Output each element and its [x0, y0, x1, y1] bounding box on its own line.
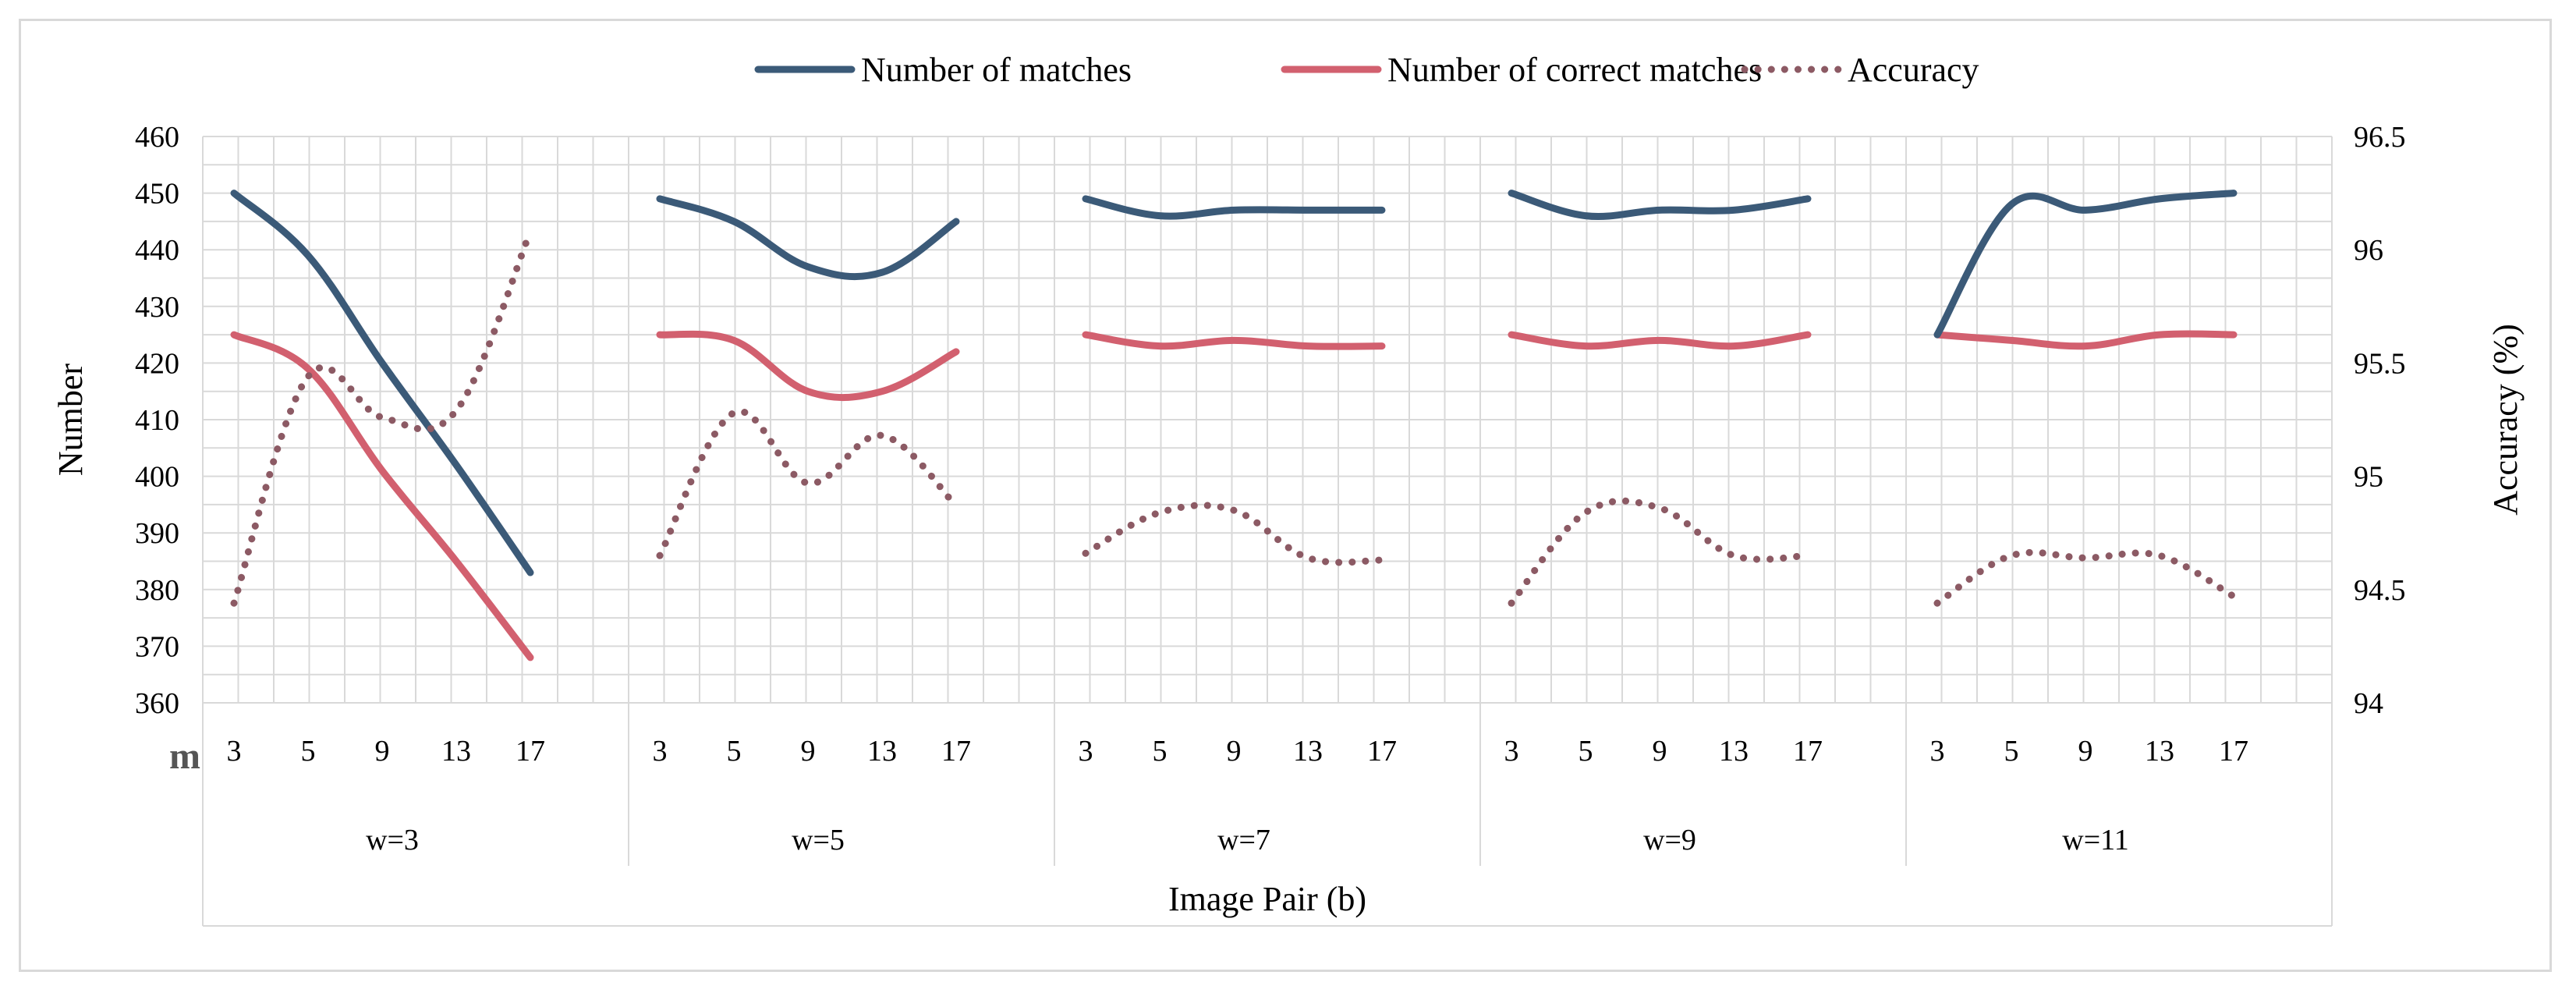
x-tick-label: 17	[2219, 735, 2248, 768]
x-tick-label: 5	[727, 735, 742, 768]
y2-tick-label: 94	[2354, 687, 2383, 720]
group-label: w=7	[1217, 824, 1270, 856]
x-axis-title: Image Pair (b)	[1168, 880, 1366, 918]
x-tick-label: 17	[1367, 735, 1397, 768]
group-label: w=5	[792, 824, 845, 856]
series-line-matches-w=3	[230, 190, 534, 576]
x-tick-label: 5	[1153, 735, 1168, 768]
stray-axis-label: m	[169, 736, 200, 777]
x-tick-label: 3	[653, 735, 668, 768]
y-tick-label: 440	[135, 234, 179, 267]
y2-tick-label: 95.5	[2354, 347, 2406, 380]
x-tick-label: 17	[516, 735, 545, 768]
x-tick-label: 9	[375, 735, 390, 768]
legend-label-correct: Number of correct matches	[1387, 51, 1762, 89]
x-tick-label: 13	[1719, 735, 1749, 768]
x-tick-label: 3	[1079, 735, 1093, 768]
x-tick-label: 3	[1930, 735, 1945, 768]
group-label: w=3	[366, 824, 419, 856]
x-tick-label: 13	[441, 735, 471, 768]
x-tick-label: 13	[867, 735, 897, 768]
series-line-accuracy-w=5	[656, 408, 960, 559]
legend-label-accuracy: Accuracy	[1848, 51, 1979, 89]
series-line-accuracy-w=9	[1508, 497, 1812, 607]
y-tick-label: 400	[135, 461, 179, 494]
series-line-accuracy-w=7	[1082, 502, 1386, 566]
y-tick-label: 390	[135, 517, 179, 550]
x-tick-label: 9	[1227, 735, 1242, 768]
series-line-correct-w=9	[1508, 331, 1812, 350]
y-tick-label: 420	[135, 347, 179, 380]
y2-tick-label: 94.5	[2354, 574, 2406, 607]
series-line-accuracy-w=3	[230, 228, 534, 607]
y-tick-label: 380	[135, 574, 179, 607]
x-tick-label: 3	[1504, 735, 1519, 768]
series-line-correct-w=3	[230, 331, 534, 661]
y-tick-label: 360	[135, 687, 179, 720]
y2-tick-label: 96	[2354, 234, 2383, 267]
x-tick-label: 17	[941, 735, 971, 768]
line-chart: 360 370 380 390 400 410 420 430 440 450 460 94 94.5 9…	[51, 51, 2525, 927]
y-tick-label: 450	[135, 178, 179, 211]
y-tick-label: 410	[135, 404, 179, 437]
x-tick-label: 13	[1293, 735, 1323, 768]
y2-axis-title: Accuracy (%)	[2486, 324, 2525, 516]
series-line-matches-w=11	[1933, 190, 2238, 339]
series-line-accuracy-w=11	[1933, 548, 2238, 607]
y-tick-label: 370	[135, 630, 179, 663]
y-tick-label: 460	[135, 121, 179, 154]
series-line-matches-w=7	[1082, 195, 1386, 220]
x-tick-label: 5	[1579, 735, 1593, 768]
series-line-correct-w=7	[1082, 331, 1386, 350]
legend-label-matches: Number of matches	[861, 51, 1132, 89]
y2-tick-label: 96.5	[2354, 121, 2406, 154]
y-axis-title: Number	[51, 364, 90, 477]
x-tick-label: 9	[801, 735, 816, 768]
series-line-matches-w=9	[1508, 190, 1812, 221]
x-tick-label: 13	[2145, 735, 2174, 768]
series-line-correct-w=11	[1933, 330, 2238, 350]
x-tick-label: 9	[2078, 735, 2093, 768]
x-tick-label: 3	[227, 735, 242, 768]
y2-tick-label: 95	[2354, 461, 2383, 494]
chart-frame: 360 370 380 390 400 410 420 430 440 450 460 94 94.5 9…	[19, 19, 2552, 972]
series-line-matches-w=5	[656, 195, 960, 281]
x-tick-label: 5	[301, 735, 316, 768]
y-tick-label: 430	[135, 291, 179, 324]
x-tick-label: 5	[2004, 735, 2019, 768]
group-label: w=9	[1643, 824, 1696, 856]
x-tick-label: 17	[1793, 735, 1823, 768]
series-line-correct-w=5	[656, 330, 960, 402]
group-label: w=11	[2062, 824, 2128, 856]
x-tick-label: 9	[1653, 735, 1667, 768]
